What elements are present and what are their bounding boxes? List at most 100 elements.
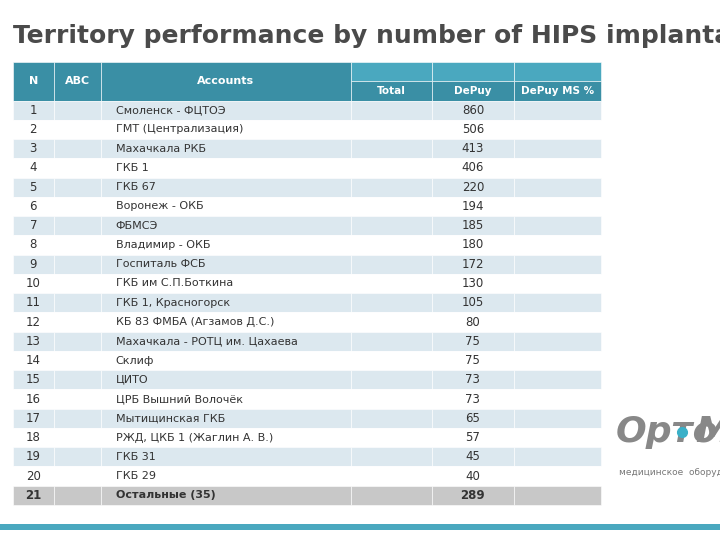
Text: ГКБ 29: ГКБ 29 xyxy=(116,471,156,481)
Bar xyxy=(432,409,513,428)
Bar xyxy=(432,293,513,312)
Text: 105: 105 xyxy=(462,296,484,309)
Bar xyxy=(432,235,513,255)
Bar xyxy=(351,370,432,389)
Bar xyxy=(513,485,601,505)
Text: 80: 80 xyxy=(466,315,480,328)
Bar xyxy=(101,447,351,467)
Bar xyxy=(513,447,601,467)
Text: 7: 7 xyxy=(30,219,37,232)
Bar xyxy=(432,120,513,139)
Text: 506: 506 xyxy=(462,123,484,136)
Bar xyxy=(513,197,601,216)
Text: 12: 12 xyxy=(26,315,41,328)
Text: Владимир - ОКБ: Владимир - ОКБ xyxy=(116,240,210,250)
Bar xyxy=(13,428,53,447)
Bar xyxy=(513,216,601,235)
Text: Орто: Орто xyxy=(616,415,718,449)
Bar xyxy=(351,274,432,293)
Bar xyxy=(513,178,601,197)
Bar xyxy=(53,332,101,351)
Bar xyxy=(513,332,601,351)
Text: РЖД, ЦКБ 1 (Жаглин А. В.): РЖД, ЦКБ 1 (Жаглин А. В.) xyxy=(116,433,273,443)
Text: 194: 194 xyxy=(462,200,484,213)
Text: Total: Total xyxy=(377,86,406,96)
Text: DePuy: DePuy xyxy=(454,86,492,96)
Bar xyxy=(101,216,351,235)
Text: Махачкала - РОТЦ им. Цахаева: Махачкала - РОТЦ им. Цахаева xyxy=(116,336,297,346)
Bar xyxy=(101,370,351,389)
Bar xyxy=(101,235,351,255)
Text: 75: 75 xyxy=(465,335,480,348)
Bar xyxy=(513,351,601,370)
Text: Accounts: Accounts xyxy=(197,76,254,86)
Bar xyxy=(351,62,432,82)
Bar xyxy=(351,332,432,351)
Bar xyxy=(13,216,53,235)
Bar xyxy=(513,235,601,255)
Bar xyxy=(513,255,601,274)
Text: ГКБ 67: ГКБ 67 xyxy=(116,182,156,192)
Text: DePuy MS %: DePuy MS % xyxy=(521,86,594,96)
Bar xyxy=(13,485,53,505)
Text: Склиф: Склиф xyxy=(116,355,154,366)
Bar xyxy=(101,120,351,139)
Text: М: М xyxy=(695,415,720,449)
Bar xyxy=(13,274,53,293)
Text: 65: 65 xyxy=(465,412,480,425)
Text: Госпиталь ФСБ: Госпиталь ФСБ xyxy=(116,259,205,269)
Bar xyxy=(513,428,601,447)
Bar xyxy=(351,255,432,274)
Bar xyxy=(13,332,53,351)
Bar xyxy=(432,312,513,332)
Text: ГКБ 1: ГКБ 1 xyxy=(116,163,148,173)
Bar xyxy=(101,197,351,216)
Bar xyxy=(432,332,513,351)
Bar xyxy=(351,409,432,428)
Bar xyxy=(101,178,351,197)
Bar xyxy=(432,197,513,216)
Bar xyxy=(351,139,432,158)
Bar xyxy=(13,351,53,370)
Bar xyxy=(53,235,101,255)
Bar xyxy=(513,62,601,82)
Text: 406: 406 xyxy=(462,161,484,174)
Bar xyxy=(101,332,351,351)
Bar xyxy=(53,178,101,197)
Bar xyxy=(101,467,351,485)
Bar xyxy=(432,370,513,389)
Bar xyxy=(351,485,432,505)
Bar xyxy=(101,100,351,120)
Bar xyxy=(101,485,351,505)
Bar xyxy=(101,255,351,274)
Bar xyxy=(351,158,432,178)
Text: 73: 73 xyxy=(465,393,480,406)
Bar xyxy=(432,485,513,505)
Text: Мытищинская ГКБ: Мытищинская ГКБ xyxy=(116,413,225,423)
Bar xyxy=(53,351,101,370)
Text: 10: 10 xyxy=(26,277,41,290)
Bar xyxy=(53,274,101,293)
Text: 289: 289 xyxy=(461,489,485,502)
Bar xyxy=(432,447,513,467)
Text: ЦИТО: ЦИТО xyxy=(116,375,148,385)
Bar xyxy=(53,409,101,428)
Bar xyxy=(101,139,351,158)
Bar xyxy=(351,293,432,312)
Bar xyxy=(513,370,601,389)
Bar xyxy=(432,158,513,178)
Bar xyxy=(432,255,513,274)
Text: 9: 9 xyxy=(30,258,37,271)
Text: ГКБ им С.П.Боткина: ГКБ им С.П.Боткина xyxy=(116,279,233,288)
Text: 8: 8 xyxy=(30,239,37,252)
Bar xyxy=(53,389,101,409)
Bar xyxy=(513,120,601,139)
Text: 2: 2 xyxy=(30,123,37,136)
Bar xyxy=(351,428,432,447)
Bar xyxy=(53,100,101,120)
Bar xyxy=(13,409,53,428)
Bar xyxy=(53,312,101,332)
Bar xyxy=(53,255,101,274)
Text: 11: 11 xyxy=(26,296,41,309)
Text: 21: 21 xyxy=(25,489,42,502)
